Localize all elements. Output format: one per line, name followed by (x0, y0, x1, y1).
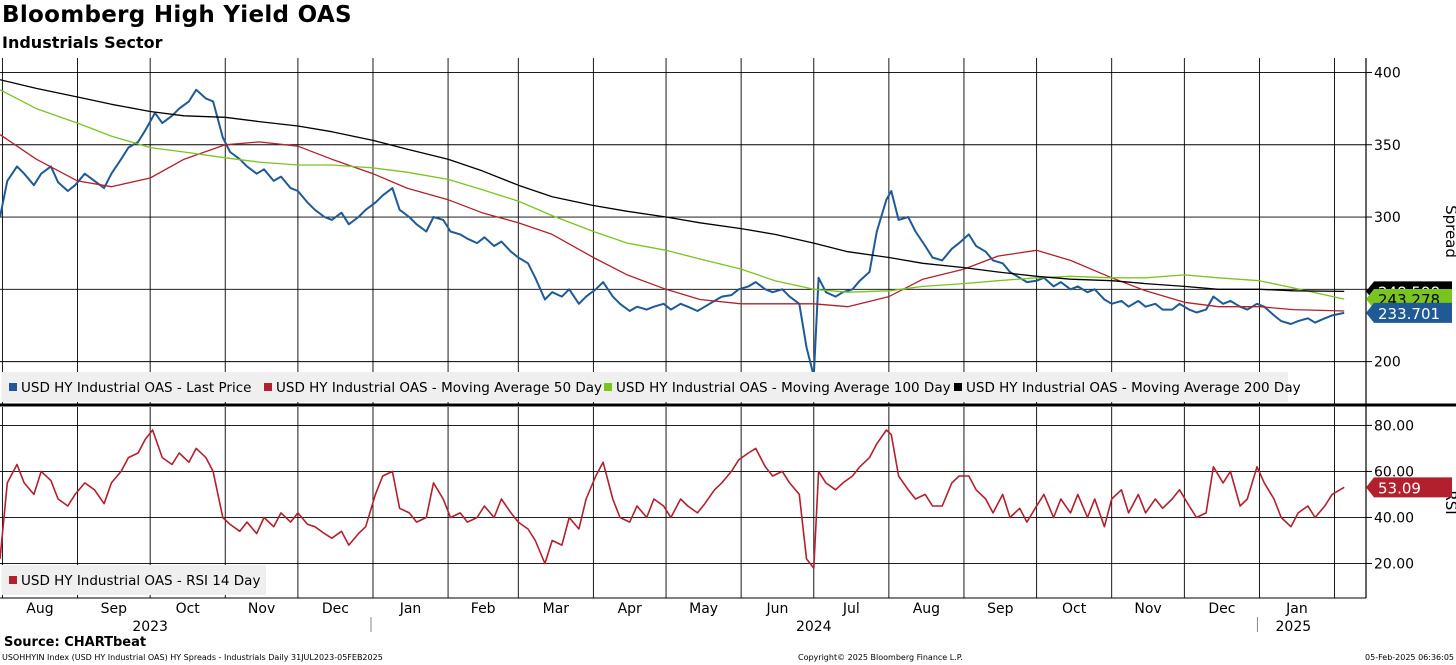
footer-index-info: USOHHYIN Index (USD HY Industrial OAS) H… (2, 653, 383, 662)
chart-title: Bloomberg High Yield OAS (2, 2, 352, 28)
rsi-tick-label: 80.00 (1374, 418, 1414, 434)
last-value-tag-bg (1366, 302, 1452, 323)
month-tick-label: Sep (987, 601, 1014, 617)
series-line-1-0 (0, 429, 1345, 569)
year-tick-label: 2024 (796, 619, 832, 632)
month-tick-label: Aug (913, 601, 940, 617)
series-line-0-0 (0, 88, 1345, 378)
spread-legend-box (2, 372, 1288, 402)
rsi-tick-label: 60.00 (1374, 464, 1414, 480)
month-tick-label: Oct (1062, 601, 1087, 617)
legend-entry: USD HY Industrial OAS - Moving Average 1… (616, 380, 951, 396)
last-value-tag-text: 233.701 (1378, 305, 1440, 323)
month-tick-label: Dec (322, 601, 349, 617)
chart-canvas: USD HY Industrial OAS - Last Price USD HY… (0, 58, 1456, 632)
legend-swatch (604, 383, 612, 391)
year-tick-label: 2025 (1276, 619, 1312, 632)
spread-axis-title: Spread (1442, 205, 1456, 258)
year-tick-label: 2023 (132, 619, 168, 632)
legend-swatch (264, 383, 272, 391)
gridlines (0, 58, 1366, 598)
last-value-tag: 53.09 (1366, 477, 1452, 498)
series-line-0-2 (0, 89, 1345, 300)
legend-entry: USD HY Industrial OAS - Last Price (21, 380, 251, 396)
legend-entry: USD HY Industrial OAS - RSI 14 Day (21, 573, 260, 589)
legend-entry: USD HY Industrial OAS - Moving Average 5… (276, 380, 602, 396)
legend-swatch (9, 383, 17, 391)
last-value-tag-bg (1366, 477, 1452, 498)
month-tick-label: Mar (543, 601, 570, 617)
series-line-0-1 (0, 134, 1345, 312)
month-tick-label: Oct (176, 601, 201, 617)
spread-tick-label: 300 (1374, 210, 1401, 226)
spread-tick-label: 200 (1374, 355, 1401, 371)
legend-swatch (954, 383, 962, 391)
chart-subtitle: Industrials Sector (2, 33, 163, 52)
legend-entry: USD HY Industrial OAS - Moving Average 2… (966, 380, 1301, 396)
last-value-tag: 233.701 (1366, 302, 1452, 323)
month-tick-label: Jan (399, 601, 422, 617)
month-tick-label: Apr (618, 601, 642, 617)
month-tick-label: Nov (1134, 601, 1161, 617)
month-tick-label: May (689, 601, 718, 617)
month-tick-label: Jun (766, 601, 789, 617)
rsi-tick-label: 40.00 (1374, 510, 1414, 526)
month-tick-label: Feb (471, 601, 496, 617)
month-tick-label: Nov (248, 601, 275, 617)
month-tick-label: Dec (1208, 601, 1235, 617)
rsi-tick-label: 20.00 (1374, 556, 1414, 572)
month-tick-label: Jul (842, 601, 860, 617)
legend-layer: USD HY Industrial OAS - Last Price USD HY… (2, 372, 1301, 595)
month-tick-label: Sep (101, 601, 128, 617)
footer-copyright: Copyright© 2025 Bloomberg Finance L.P. (798, 653, 963, 662)
spread-tick-label: 400 (1374, 65, 1401, 81)
rsi-legend-box (2, 565, 266, 595)
legend-swatch (9, 576, 17, 584)
series-line-0-3 (0, 79, 1345, 293)
month-tick-label: Aug (26, 601, 53, 617)
spread-tick-label: 350 (1374, 138, 1401, 154)
footer-timestamp: 05-Feb-2025 06:36:05 (1365, 653, 1454, 662)
series-layer (0, 79, 1345, 569)
month-tick-label: Jan (1285, 601, 1308, 617)
axis-layer: 200300350400Spread20.0040.0060.0080.00RS… (0, 58, 1456, 632)
source-note: Source: CHARTbeat (4, 635, 147, 650)
last-value-tag-text: 53.09 (1378, 479, 1421, 497)
